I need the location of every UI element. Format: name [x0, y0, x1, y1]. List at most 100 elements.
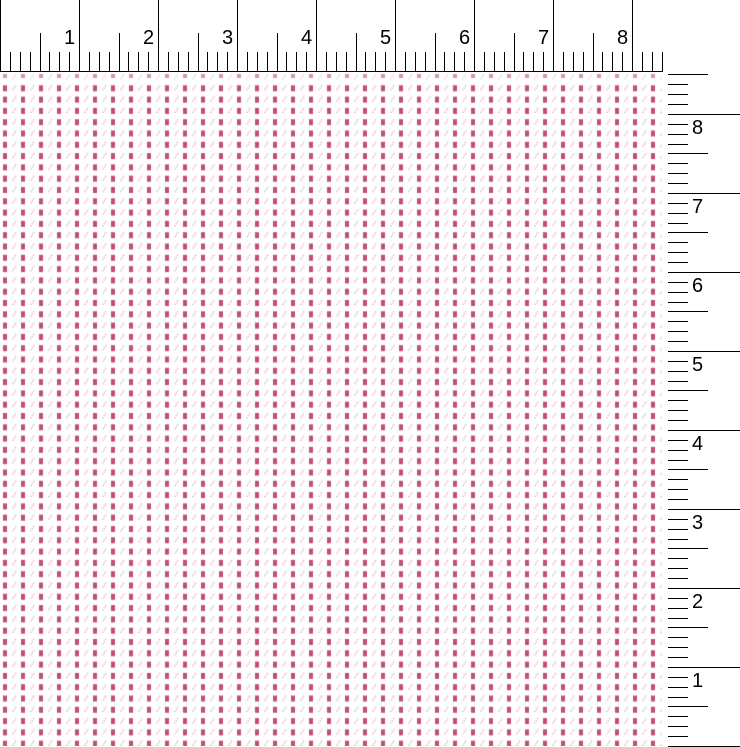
ruler-minor-tick	[668, 144, 688, 145]
ruler-minor-tick	[668, 558, 688, 559]
ruler-half-tick	[668, 232, 708, 233]
ruler-major-tick	[632, 0, 633, 72]
ruler-minor-tick	[668, 598, 688, 599]
ruler-label: 4	[692, 433, 704, 455]
ruler-label: 6	[692, 275, 704, 297]
ruler-minor-tick	[668, 252, 688, 253]
ruler-minor-tick	[188, 52, 189, 72]
ruler-minor-tick	[296, 52, 297, 72]
ruler-major-tick	[668, 351, 740, 352]
ruler-minor-tick	[59, 52, 60, 72]
ruler-minor-tick	[668, 657, 688, 658]
ruler-minor-tick	[207, 52, 208, 72]
ruler-minor-tick	[622, 52, 623, 72]
ruler-major-tick	[0, 0, 1, 72]
ruler-minor-tick	[375, 52, 376, 72]
ruler-label: 3	[222, 27, 234, 49]
ruler-minor-tick	[668, 282, 688, 283]
fabric-swatch	[0, 72, 662, 746]
ruler-minor-tick	[138, 52, 139, 72]
ruler-half-tick	[198, 33, 199, 72]
ruler-label: 8	[617, 27, 629, 49]
ruler-minor-tick	[326, 52, 327, 72]
ruler-minor-tick	[405, 52, 406, 72]
ruler-half-tick	[668, 390, 708, 391]
ruler-label: 5	[380, 27, 392, 49]
ruler-minor-tick	[89, 52, 90, 72]
ruler-minor-tick	[425, 52, 426, 72]
ruler-minor-tick	[148, 52, 149, 72]
ruler-major-tick	[668, 114, 740, 115]
ruler-minor-tick	[286, 52, 287, 72]
ruler-minor-tick	[668, 677, 688, 678]
ruler-minor-tick	[668, 420, 688, 421]
ruler-minor-tick	[454, 52, 455, 72]
ruler-major-tick	[79, 0, 80, 72]
ruler-minor-tick	[217, 52, 218, 72]
ruler-minor-tick	[668, 203, 688, 204]
ruler-label: 2	[143, 27, 155, 49]
ruler-minor-tick	[504, 52, 505, 72]
ruler-minor-tick	[668, 371, 688, 372]
ruler-minor-tick	[668, 302, 688, 303]
ruler-minor-tick	[49, 52, 50, 72]
ruler-minor-tick	[30, 52, 31, 72]
ruler-minor-tick	[336, 52, 337, 72]
ruler-minor-tick	[668, 736, 688, 737]
ruler-minor-tick	[267, 52, 268, 72]
ruler-minor-tick	[583, 52, 584, 72]
ruler-half-tick	[668, 627, 708, 628]
ruler-minor-tick	[668, 400, 688, 401]
ruler-minor-tick	[642, 52, 643, 72]
ruler-minor-tick	[257, 52, 258, 72]
ruler-half-tick	[356, 33, 357, 72]
ruler-label: 1	[692, 670, 704, 692]
ruler-minor-tick	[668, 687, 688, 688]
ruler-label: 2	[692, 591, 704, 613]
ruler-minor-tick	[464, 52, 465, 72]
ruler-label: 7	[692, 196, 704, 218]
ruler-minor-tick	[346, 52, 347, 72]
ruler-half-tick	[277, 33, 278, 72]
ruler-minor-tick	[668, 578, 688, 579]
ruler-minor-tick	[602, 52, 603, 72]
ruler-minor-tick	[668, 539, 688, 540]
ruler-minor-tick	[668, 450, 688, 451]
ruler-minor-tick	[668, 479, 688, 480]
ruler-major-tick	[474, 0, 475, 72]
ruler-half-tick	[668, 74, 708, 75]
ruler-major-tick	[316, 0, 317, 72]
ruler-minor-tick	[668, 292, 688, 293]
ruler-minor-tick	[10, 52, 11, 72]
ruler-minor-tick	[385, 52, 386, 72]
ruler-minor-tick	[668, 223, 688, 224]
ruler-major-tick	[553, 0, 554, 72]
ruler-minor-tick	[99, 52, 100, 72]
ruler-minor-tick	[494, 52, 495, 72]
ruler-label: 7	[538, 27, 550, 49]
ruler-minor-tick	[668, 410, 688, 411]
ruler-minor-tick	[247, 52, 248, 72]
ruler-minor-tick	[668, 104, 688, 105]
ruler-label: 1	[64, 27, 76, 49]
ruler-major-tick	[668, 430, 740, 431]
ruler-minor-tick	[668, 460, 688, 461]
ruler-minor-tick	[668, 716, 688, 717]
ruler-minor-tick	[668, 331, 688, 332]
ruler-minor-tick	[668, 618, 688, 619]
ruler-minor-tick	[662, 52, 663, 72]
ruler-label: 8	[692, 117, 704, 139]
ruler-label: 5	[692, 354, 704, 376]
ruler-minor-tick	[668, 341, 688, 342]
ruler-major-tick	[668, 588, 740, 589]
ruler-minor-tick	[668, 173, 688, 174]
ruler-major-tick	[158, 0, 159, 72]
ruler-minor-tick	[668, 568, 688, 569]
ruler-minor-tick	[668, 321, 688, 322]
ruler-minor-tick	[69, 52, 70, 72]
ruler-major-tick	[668, 667, 740, 668]
ruler-minor-tick	[227, 52, 228, 72]
ruler-minor-tick	[668, 361, 688, 362]
ruler-major-tick	[237, 0, 238, 72]
ruler-half-tick	[668, 469, 708, 470]
